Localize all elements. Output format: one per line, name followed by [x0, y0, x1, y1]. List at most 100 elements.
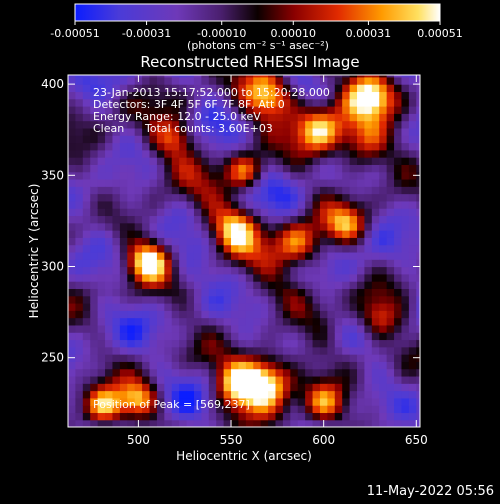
heatmap-cell	[349, 127, 358, 136]
heatmap-cell	[245, 222, 254, 231]
heatmap-cell	[171, 76, 180, 85]
heatmap-cell	[394, 142, 403, 151]
heatmap-cell	[193, 171, 202, 180]
heatmap-cell	[171, 310, 180, 319]
heatmap-cell	[223, 208, 232, 217]
heatmap-cell	[297, 127, 306, 136]
heatmap-cell	[238, 222, 247, 231]
heatmap-cell	[297, 310, 306, 319]
heatmap-cell	[312, 361, 321, 370]
heatmap-cell	[171, 390, 180, 399]
heatmap-cell	[253, 91, 262, 100]
heatmap-cell	[260, 346, 269, 355]
heatmap-cell	[342, 375, 351, 384]
heatmap-cell	[305, 281, 314, 289]
heatmap-cell	[312, 186, 321, 195]
heatmap-cell	[297, 186, 306, 195]
heatmap-cell	[231, 302, 240, 311]
heatmap-cell	[179, 302, 188, 311]
heatmap-cell	[401, 171, 410, 180]
heatmap-cell	[201, 171, 210, 180]
heatmap-cell	[275, 310, 284, 319]
heatmap-cell	[164, 186, 173, 195]
heatmap-cell	[245, 200, 254, 209]
heatmap-cell	[379, 200, 388, 209]
heatmap-cell	[142, 412, 151, 421]
heatmap-cell	[364, 339, 373, 348]
heatmap-cell	[312, 120, 321, 129]
heatmap-cell	[193, 208, 202, 217]
heatmap-cell	[349, 317, 358, 326]
heatmap-cell	[208, 346, 217, 355]
heatmap-cell	[305, 259, 314, 268]
heatmap-cell	[275, 339, 284, 348]
heatmap-cell	[186, 135, 195, 144]
heatmap-cell	[231, 288, 240, 297]
heatmap-cell	[97, 397, 106, 406]
heatmap-cell	[268, 310, 277, 319]
heatmap-cell	[319, 302, 328, 311]
heatmap-cell	[297, 193, 306, 202]
heatmap-cell	[349, 302, 358, 311]
heatmap-cell	[349, 361, 358, 370]
heatmap-cell	[164, 302, 173, 311]
heatmap-cell	[186, 346, 195, 355]
heatmap-cell	[119, 310, 128, 319]
heatmap-cell	[342, 127, 351, 136]
heatmap-cell	[357, 113, 366, 122]
heatmap-cell	[193, 375, 202, 384]
heatmap-cell	[112, 302, 121, 311]
heatmap-cell	[223, 127, 232, 136]
heatmap-cell	[193, 339, 202, 348]
heatmap-cell	[82, 354, 91, 362]
heatmap-cell	[357, 405, 366, 414]
heatmap-cell	[319, 222, 328, 231]
heatmap-cell	[119, 317, 128, 326]
heatmap-cell	[349, 230, 358, 238]
heatmap-cell	[401, 346, 410, 355]
heatmap-cell	[75, 244, 84, 253]
heatmap-cell	[253, 251, 262, 260]
heatmap-cell	[379, 149, 388, 158]
heatmap-cell	[119, 368, 128, 377]
heatmap-cell	[334, 368, 343, 377]
heatmap-cell	[334, 390, 343, 399]
heatmap-cell	[319, 200, 328, 209]
heatmap-cell	[275, 171, 284, 180]
heatmap-cell	[379, 383, 388, 392]
heatmap-cell	[364, 324, 373, 333]
heatmap-cell	[416, 368, 420, 377]
heatmap-cell	[312, 368, 321, 377]
heatmap-cell	[282, 310, 291, 319]
heatmap-cell	[253, 281, 262, 289]
heatmap-cell	[216, 354, 225, 362]
heatmap-cell	[268, 171, 277, 180]
heatmap-cell	[119, 84, 128, 93]
heatmap-cell	[357, 361, 366, 370]
heatmap-cell	[201, 405, 210, 414]
heatmap-cell	[97, 76, 106, 85]
heatmap-cell	[290, 383, 299, 392]
heatmap-cell	[268, 281, 277, 289]
heatmap-cell	[253, 295, 262, 304]
heatmap-cell	[179, 390, 188, 399]
heatmap-cell	[179, 332, 188, 341]
heatmap-cell	[305, 164, 314, 173]
heatmap-cell	[319, 120, 328, 129]
heatmap-cell	[68, 200, 77, 209]
heatmap-cell	[171, 354, 180, 362]
heatmap-cell	[127, 127, 136, 136]
heatmap-cell	[134, 339, 143, 348]
heatmap-cell	[179, 310, 188, 319]
heatmap-cell	[305, 120, 314, 129]
heatmap-cell	[260, 186, 269, 195]
heatmap-cell	[394, 164, 403, 173]
heatmap-cell	[297, 113, 306, 122]
heatmap-cell	[97, 91, 106, 100]
heatmap-cell	[216, 222, 225, 231]
heatmap-cell	[379, 281, 388, 289]
heatmap-cell	[134, 230, 143, 238]
heatmap-cell	[238, 368, 247, 377]
heatmap-cell	[394, 405, 403, 414]
heatmap-cell	[290, 157, 299, 165]
